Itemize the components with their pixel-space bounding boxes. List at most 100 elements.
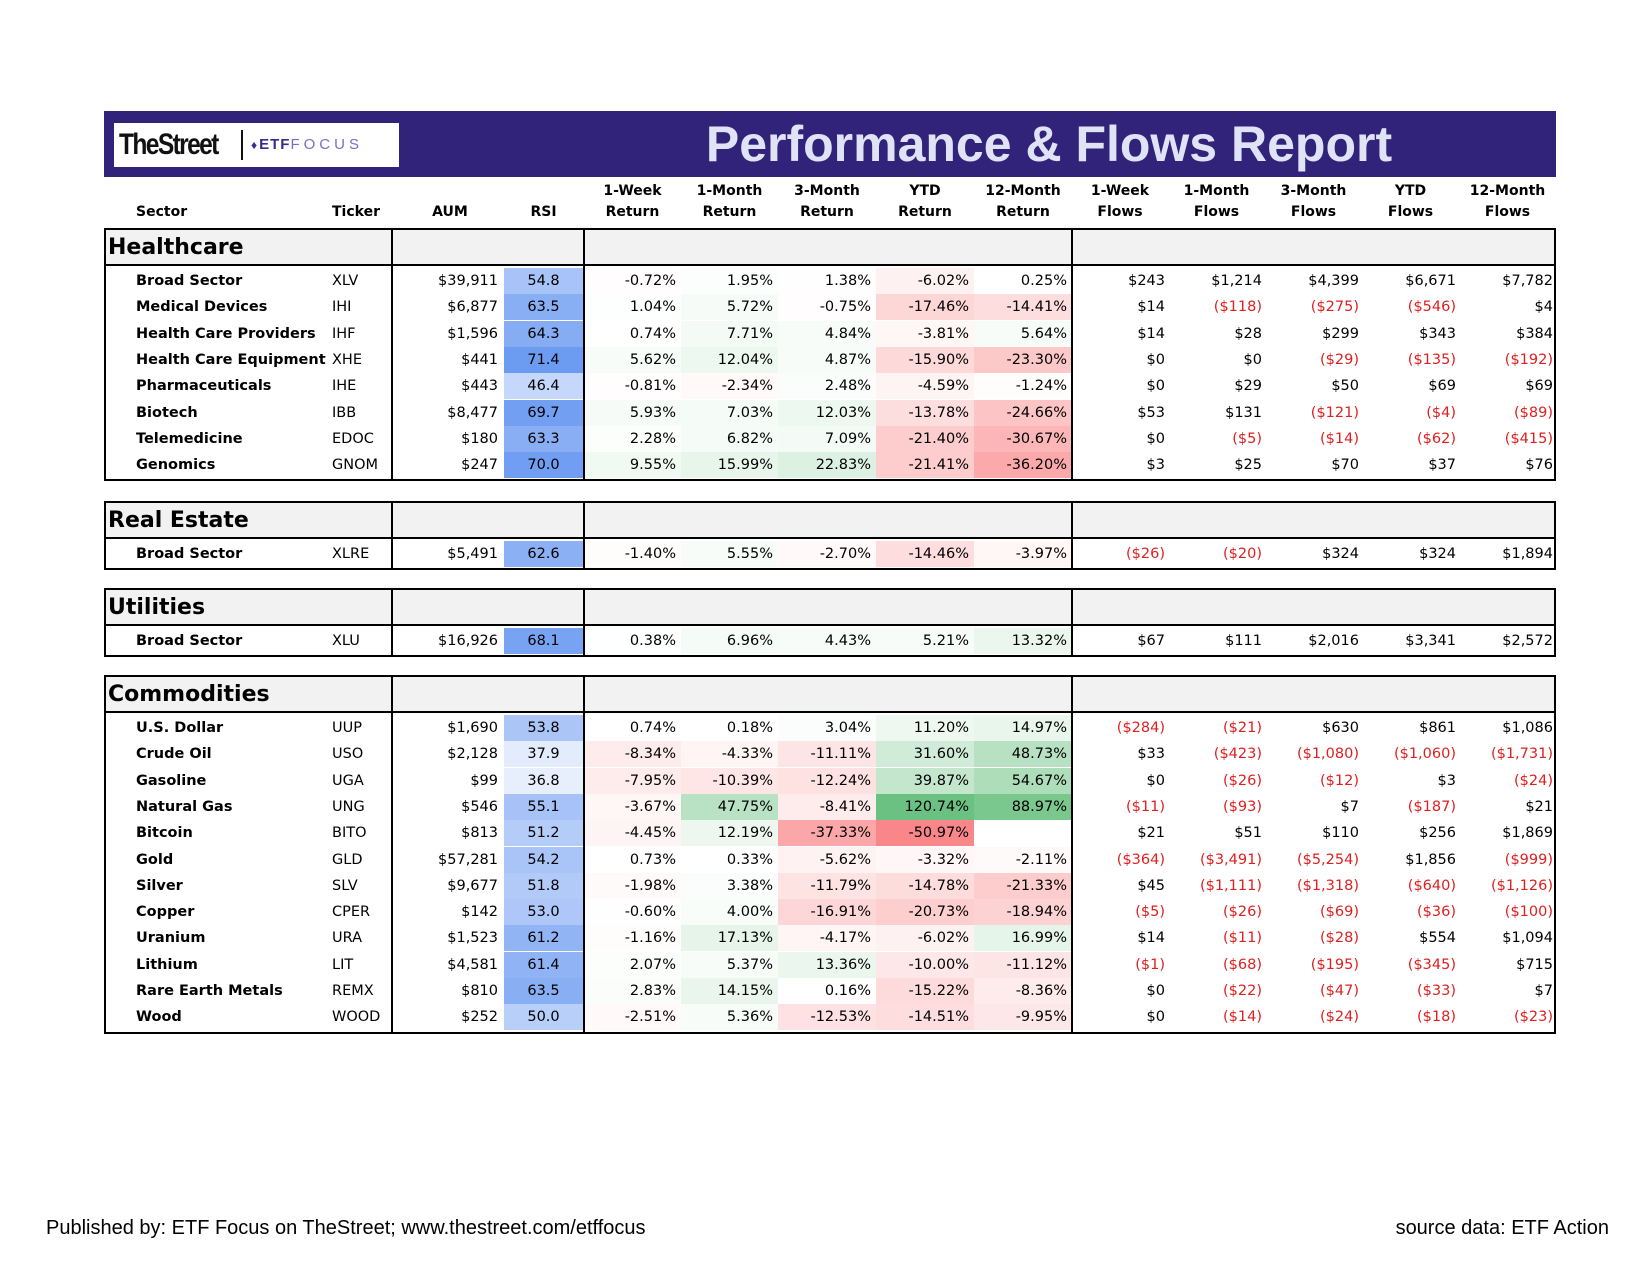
return-cell: 14.15% [681, 978, 778, 1004]
column-header-line1 [504, 181, 583, 202]
aum-value: $443 [461, 378, 498, 394]
return-cell: -1.16% [584, 925, 681, 951]
section-title: Commodities [108, 682, 270, 707]
return-cell: 3.04% [778, 715, 876, 741]
flow-cell: ($275) [1310, 299, 1359, 315]
return-cell: 0.74% [584, 321, 681, 347]
flow-cell: $110 [1322, 825, 1359, 841]
aum-value: $8,477 [447, 405, 498, 421]
aum-value: $813 [461, 825, 498, 841]
ticker-symbol: UUP [332, 720, 362, 736]
flow-cell: ($100) [1504, 904, 1553, 920]
flow-cell: $29 [1234, 378, 1262, 394]
return-cell: -8.36% [974, 978, 1072, 1004]
return-cell: 4.00% [681, 899, 778, 925]
rsi-value: 36.8 [504, 768, 583, 794]
column-header-line2: Return [605, 204, 660, 220]
ticker-symbol: XLRE [332, 546, 370, 562]
column-header-line2: Ticker [332, 204, 380, 220]
publisher-logo: TheStreet ♦ETFFOCUS [114, 123, 399, 167]
etffocus-logo: ♦ETFFOCUS [251, 136, 363, 154]
table-row: U.S. Dollar UUP $1,690 53.8 0.74% 0.18% 3.04% 1… [0, 715, 1650, 741]
return-cell: -18.94% [974, 899, 1072, 925]
table-row: Crude Oil USO $2,128 37.9 -8.34% -4.33% -11.11… [0, 741, 1650, 767]
column-header: 1-Month Return [681, 181, 778, 223]
flow-cell: $14 [1137, 326, 1165, 342]
return-cell: 5.55% [681, 541, 778, 567]
column-header-line1 [330, 181, 382, 202]
sector-name: Genomics [136, 457, 216, 473]
flow-cell: $1,856 [1405, 852, 1456, 868]
return-cell: 3.38% [681, 873, 778, 899]
column-divider [583, 501, 585, 570]
flow-cell: $50 [1331, 378, 1359, 394]
flow-cell: $69 [1428, 378, 1456, 394]
flow-cell: $3,341 [1405, 633, 1456, 649]
column-header-line1: YTD [909, 183, 941, 199]
return-cell: 1.95% [681, 268, 778, 294]
section-title: Utilities [108, 595, 206, 620]
return-cell: -13.78% [876, 400, 974, 426]
flow-cell: $131 [1225, 405, 1262, 421]
return-cell: -14.46% [876, 541, 974, 567]
rsi-value: 69.7 [504, 400, 583, 426]
return-cell: 0.25% [974, 268, 1072, 294]
column-divider [391, 501, 393, 570]
flow-cell: $0 [1146, 352, 1165, 368]
aum-value: $9,677 [447, 878, 498, 894]
return-cell: -2.11% [974, 847, 1072, 873]
column-header: Sector [136, 181, 246, 223]
return-cell: -0.75% [778, 294, 876, 320]
flow-cell: $7 [1340, 799, 1359, 815]
ticker-symbol: UGA [332, 773, 364, 789]
column-header-line1: 1-Week [1090, 183, 1150, 199]
table-row: Uranium URA $1,523 61.2 -1.16% 17.13% -4.17% -6… [0, 925, 1650, 951]
return-cell: -3.97% [974, 541, 1072, 567]
diamond-icon: ♦ [251, 138, 260, 152]
column-divider [1071, 501, 1073, 570]
return-cell: 5.62% [584, 347, 681, 373]
flow-cell: ($33) [1417, 983, 1456, 999]
sector-name: Pharmaceuticals [136, 378, 272, 394]
flow-cell: ($26) [1223, 904, 1262, 920]
column-header: YTD Return [876, 181, 974, 223]
flow-cell: ($23) [1514, 1009, 1553, 1025]
column-header: Ticker [330, 181, 382, 223]
table-row: Genomics GNOM $247 70.0 9.55% 15.99% 22.83% -21… [0, 452, 1650, 478]
rsi-value: 50.0 [504, 1004, 583, 1030]
ticker-symbol: BITO [332, 825, 367, 841]
flow-cell: $384 [1516, 326, 1553, 342]
flow-cell: ($11) [1126, 799, 1165, 815]
return-cell: 2.83% [584, 978, 681, 1004]
column-divider [583, 228, 585, 481]
flow-cell: $4 [1534, 299, 1553, 315]
return-cell: -0.72% [584, 268, 681, 294]
return-cell: -8.41% [778, 794, 876, 820]
return-cell: 4.43% [778, 628, 876, 654]
return-cell: 6.96% [681, 628, 778, 654]
flow-cell: $2,016 [1308, 633, 1359, 649]
return-cell: -5.62% [778, 847, 876, 873]
return-cell: 22.83% [778, 452, 876, 478]
return-cell: -36.20% [974, 452, 1072, 478]
flow-cell: ($12) [1320, 773, 1359, 789]
flow-cell: $69 [1525, 378, 1553, 394]
flow-cell: ($18) [1417, 1009, 1456, 1025]
return-cell: 31.60% [876, 741, 974, 767]
flow-cell: ($68) [1223, 957, 1262, 973]
ticker-symbol: EDOC [332, 431, 374, 447]
section-header-band [104, 675, 1556, 712]
return-cell [974, 820, 1072, 846]
return-cell: -4.33% [681, 741, 778, 767]
return-cell: 47.75% [681, 794, 778, 820]
return-cell: -21.40% [876, 426, 974, 452]
flow-cell: $0 [1146, 431, 1165, 447]
sector-name: Telemedicine [136, 431, 243, 447]
column-divider [1071, 228, 1073, 481]
rsi-value: 71.4 [504, 347, 583, 373]
flow-cell: $861 [1419, 720, 1456, 736]
table-row: Health Care Providers IHF $1,596 64.3 0.74% 7… [0, 321, 1650, 347]
return-cell: 5.36% [681, 1004, 778, 1030]
ticker-symbol: IBB [332, 405, 357, 421]
section-header-band [104, 228, 1556, 265]
